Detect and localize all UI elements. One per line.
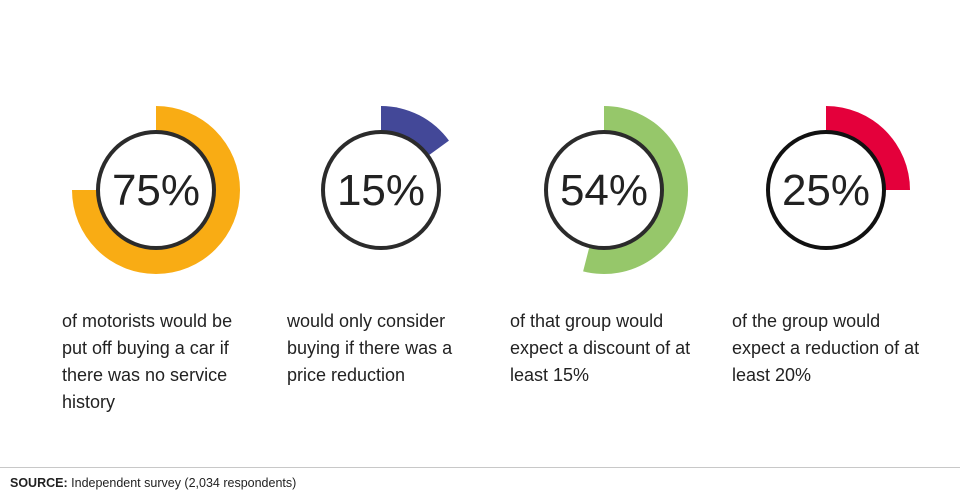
donut-ring [766,130,886,250]
donut-ring [96,130,216,250]
stat-description: would only consider buying if there was … [287,311,453,385]
source-prefix: SOURCE: [10,476,68,490]
donut-ring [544,130,664,250]
stat-description: of motorists would be put off buying a c… [62,311,233,412]
stat-4: 25% of the group would expect a reductio… [732,0,954,460]
stat-donut: 15% [321,106,449,250]
divider [0,467,960,468]
stat-donut: 75% [72,106,240,274]
stat-percentage: 54% [560,166,648,215]
stat-percentage: 75% [112,166,200,215]
stat-description: of the group would expect a reduction of… [732,311,920,385]
source-note: SOURCE: Independent survey (2,034 respon… [10,476,296,490]
donut-ring [321,130,441,250]
stat-percentage: 15% [337,166,425,215]
stat-1: 75% of motorists would be put off buying… [62,0,284,460]
stat-2: 15% would only consider buying if there … [287,0,509,460]
stat-percentage: 25% [782,166,870,215]
stat-3: 54% of that group would expect a discoun… [510,0,732,460]
stat-donut: 25% [766,106,910,250]
source-text: Independent survey (2,034 respondents) [71,476,297,490]
stat-donut: 54% [544,106,689,274]
stat-description: of that group would expect a discount of… [510,311,691,385]
